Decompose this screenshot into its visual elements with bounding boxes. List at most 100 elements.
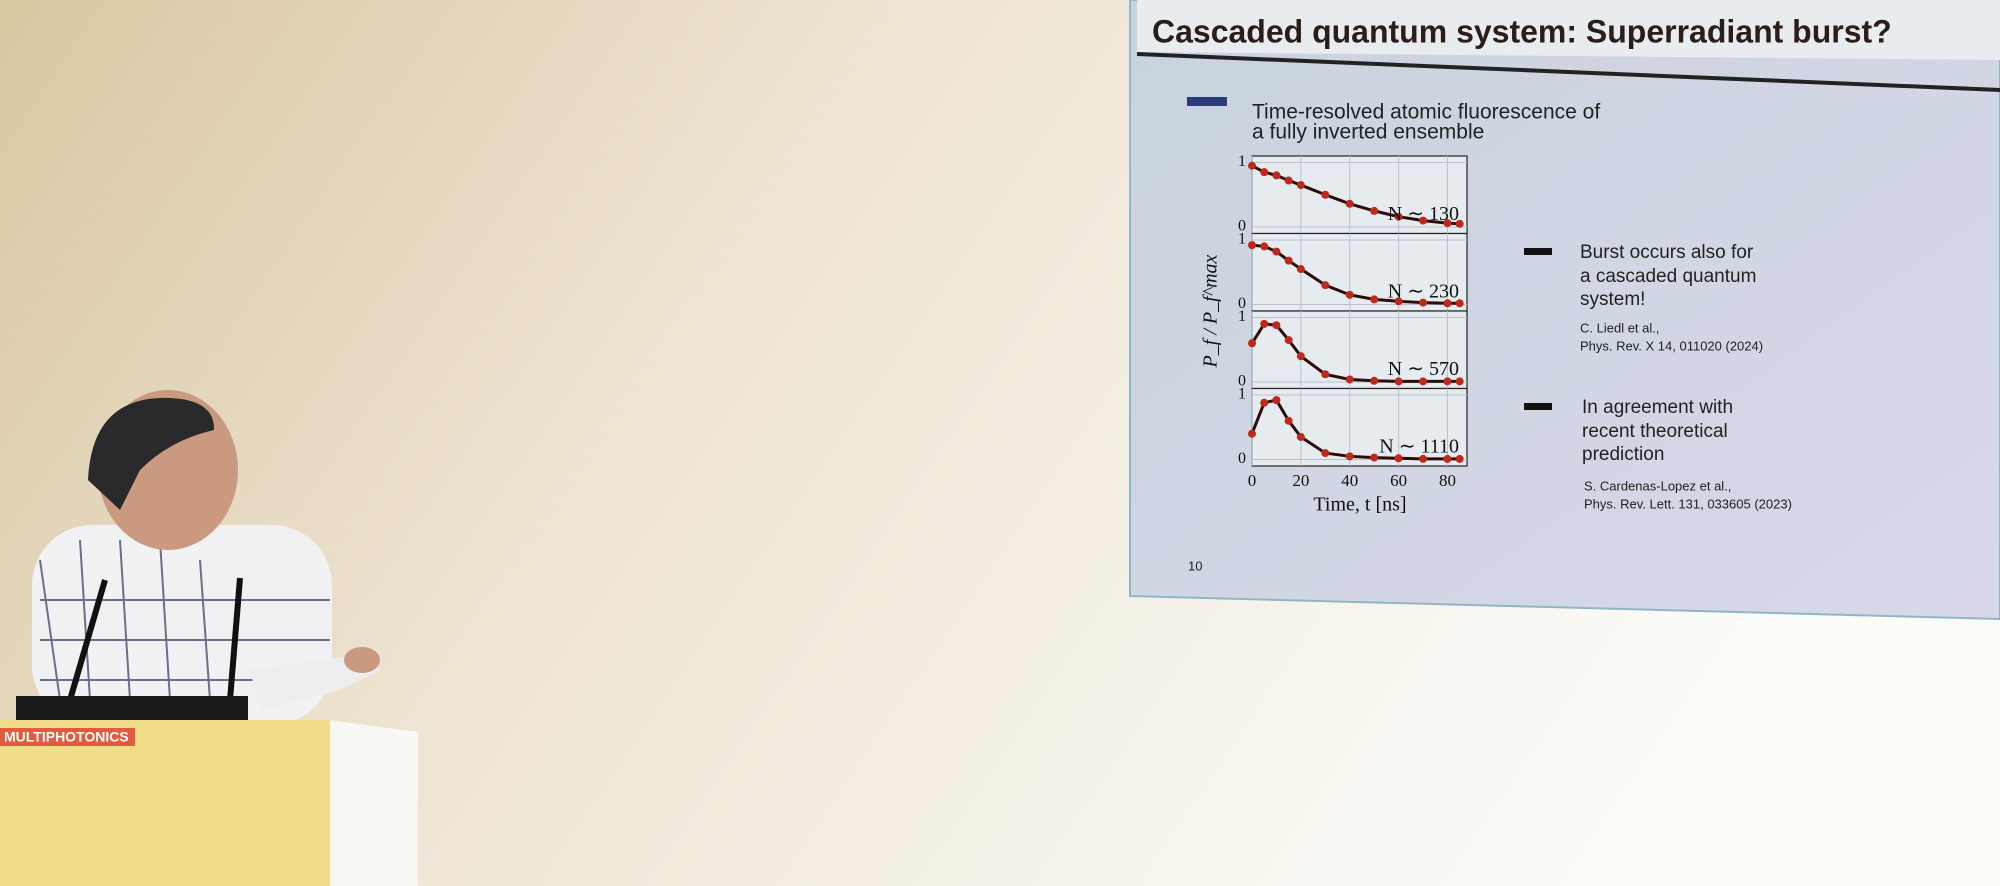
bullet-text: a cascaded quantum	[1580, 266, 1756, 287]
reference: Phys. Rev. X 14, 011020 (2024)	[1580, 338, 1763, 353]
data-point	[1394, 377, 1403, 386]
x-tick-label: 80	[1439, 471, 1456, 490]
y-tick-label: 0	[1238, 218, 1246, 235]
data-point	[1443, 299, 1452, 308]
data-point	[1260, 168, 1269, 177]
bullet	[1524, 403, 1552, 410]
panel-annotation: N ∼ 230	[1388, 281, 1459, 303]
y-tick-label: 1	[1238, 308, 1246, 325]
data-point	[1272, 247, 1281, 256]
data-point	[1272, 396, 1281, 405]
data-point	[1260, 319, 1269, 328]
data-point	[1284, 176, 1293, 185]
data-point	[1321, 449, 1330, 458]
reference: Phys. Rev. Lett. 131, 033605 (2023)	[1584, 496, 1792, 511]
title-rule	[1137, 52, 2000, 92]
podium-front	[0, 720, 330, 886]
panel-annotation: N ∼ 1110	[1379, 436, 1459, 458]
bullet-text: a fully inverted ensemble	[1252, 121, 1484, 144]
bullet-text: In agreement with	[1582, 397, 1733, 418]
reference: S. Cardenas-Lopez et al.,	[1584, 478, 1731, 493]
bullet-text: recent theoretical	[1582, 421, 1728, 442]
data-point	[1284, 416, 1293, 425]
bullet	[1524, 248, 1552, 255]
data-point	[1394, 454, 1403, 463]
data-point	[1443, 219, 1452, 228]
data-point	[1455, 454, 1464, 463]
data-point	[1455, 219, 1464, 228]
x-tick-label: 60	[1390, 471, 1407, 490]
data-point	[1345, 452, 1354, 461]
y-tick-label: 0	[1238, 373, 1246, 390]
hand	[344, 647, 380, 673]
data-point	[1248, 241, 1256, 250]
x-tick-label: 40	[1341, 471, 1358, 490]
data-point	[1419, 216, 1428, 225]
data-point	[1296, 352, 1305, 361]
data-point	[1345, 375, 1354, 384]
bullet	[1187, 97, 1227, 106]
y-axis-label: P_f / P_f^max	[1200, 254, 1222, 368]
title-band	[1137, 0, 2000, 60]
data-point	[1370, 206, 1379, 215]
y-tick-label: 0	[1238, 295, 1246, 312]
data-point	[1296, 432, 1305, 441]
data-point	[1370, 376, 1379, 385]
data-point	[1272, 321, 1281, 330]
y-tick-label: 1	[1238, 153, 1246, 170]
data-point	[1443, 377, 1452, 386]
y-tick-label: 1	[1238, 386, 1246, 403]
x-tick-label: 20	[1292, 471, 1309, 490]
x-tick-label: 0	[1248, 471, 1257, 490]
reference: C. Liedl et al.,	[1580, 320, 1660, 335]
data-point	[1321, 370, 1330, 379]
data-point	[1248, 429, 1256, 438]
data-point	[1284, 256, 1293, 265]
bullet-text: prediction	[1582, 444, 1664, 465]
shirt-pattern	[39, 539, 330, 701]
laptop	[16, 696, 248, 720]
data-point	[1443, 454, 1452, 463]
bullet-text: Burst occurs also for	[1580, 242, 1754, 263]
bullet-text: system!	[1580, 289, 1645, 310]
hair	[88, 397, 215, 510]
panel	[1251, 310, 1468, 390]
data-point	[1248, 161, 1256, 170]
data-point	[1284, 336, 1293, 345]
panel	[1251, 387, 1468, 467]
page-number: 10	[1188, 558, 1202, 573]
data-point	[1370, 453, 1379, 462]
data-point	[1455, 299, 1464, 308]
logo-band	[0, 728, 135, 746]
data-point	[1419, 454, 1428, 463]
data-point	[1419, 377, 1428, 386]
podium-logo: MULTIPHOTONICS	[4, 729, 129, 745]
y-tick-label: 1	[1238, 231, 1246, 248]
data-point	[1394, 297, 1403, 306]
data-point	[1272, 171, 1281, 180]
data-point	[1260, 242, 1269, 251]
data-point	[1455, 377, 1464, 386]
data-point	[1345, 290, 1354, 299]
bullet-text: Time-resolved atomic fluorescence of	[1252, 101, 1600, 124]
panel-annotation: N ∼ 570	[1388, 358, 1459, 380]
data-point	[1321, 281, 1330, 290]
microphones	[67, 577, 243, 701]
podium-side	[330, 720, 418, 886]
y-tick-label: 0	[1238, 450, 1246, 467]
data-point	[1260, 398, 1269, 407]
data-point	[1394, 212, 1403, 221]
data-point	[1248, 339, 1256, 348]
data-point	[1296, 265, 1305, 274]
arm	[250, 655, 380, 710]
x-axis-label: Time, t [ns]	[1313, 494, 1406, 516]
slide-title: Cascaded quantum system: Superradiant bu…	[1152, 13, 1892, 49]
data-point	[1370, 295, 1379, 304]
data-point	[1345, 199, 1354, 208]
data-point	[1296, 181, 1305, 190]
data-point	[1321, 190, 1330, 199]
panel-annotation: N ∼ 130	[1388, 203, 1459, 225]
